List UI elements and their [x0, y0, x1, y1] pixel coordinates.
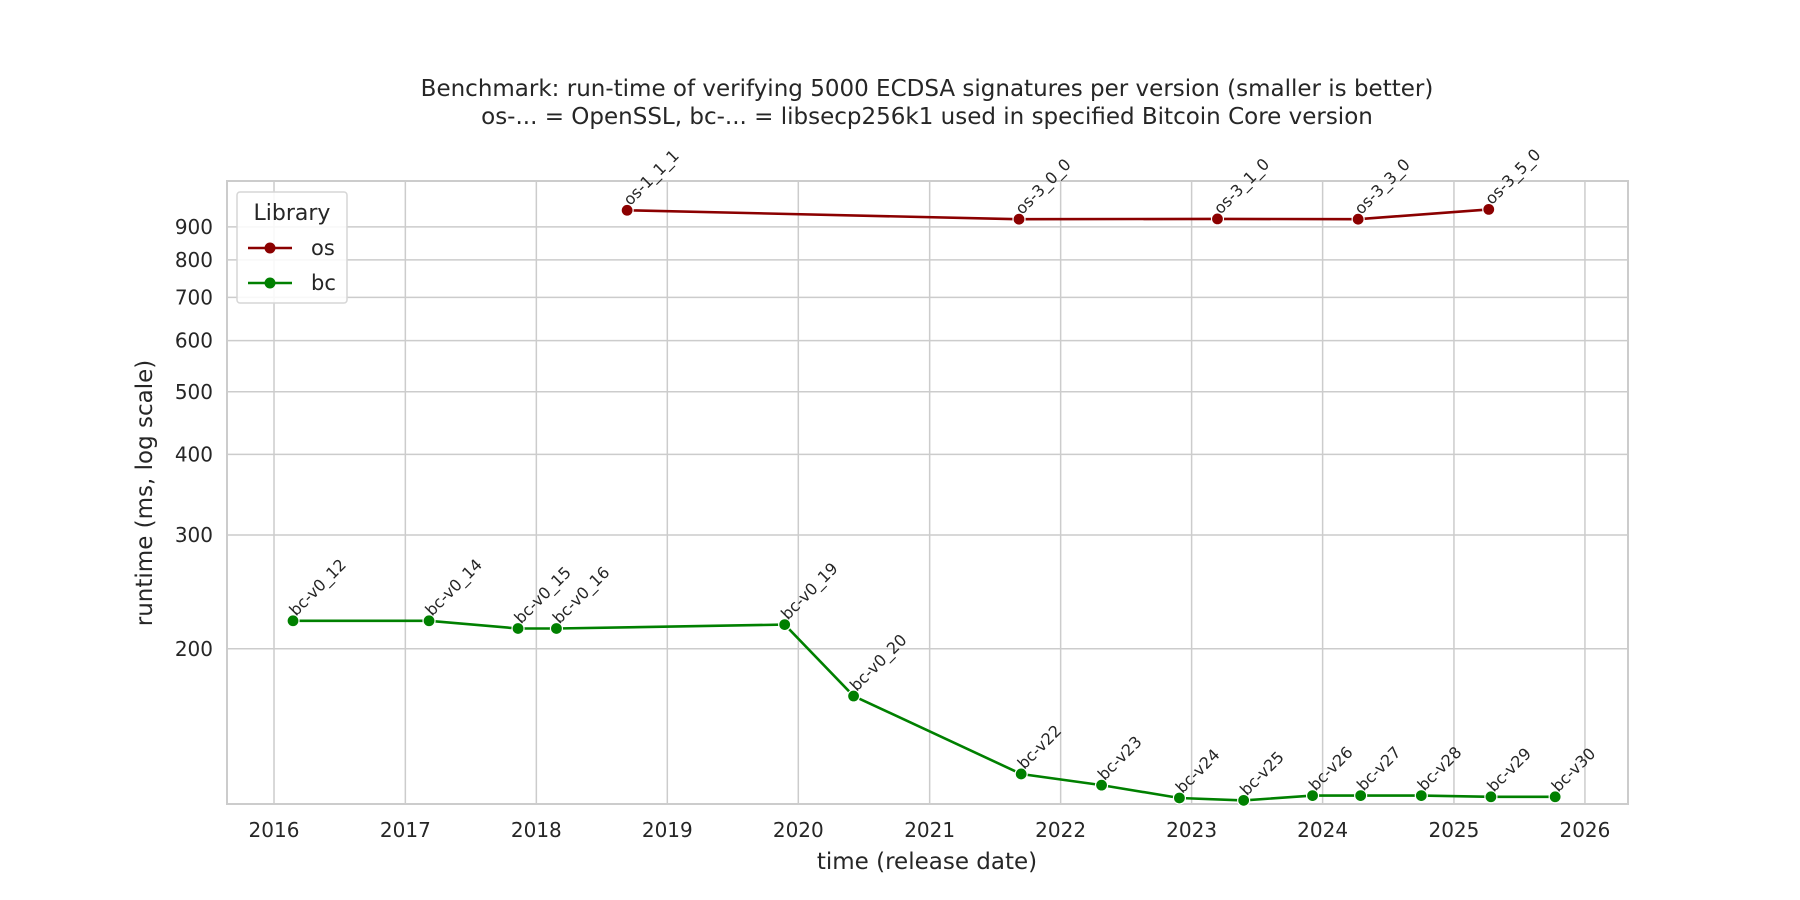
point-label: os-1_1_1 [619, 146, 683, 210]
data-point [846, 689, 861, 703]
point-label: bc-v30 [1548, 744, 1600, 796]
point-label: os-3_3_0 [1350, 155, 1414, 219]
y-tick-label: 500 [175, 380, 213, 404]
point-label: bc-v24 [1172, 745, 1224, 797]
y-tick-label: 300 [175, 523, 213, 547]
x-tick-label: 2018 [511, 818, 562, 842]
x-axis-label: time (release date) [817, 849, 1037, 875]
data-point [422, 614, 436, 628]
data-point [511, 621, 525, 636]
x-axis-ticks: 2016 2017 2018 2019 2020 2021 2022 2023 2024 2025… [249, 818, 1611, 842]
legend-entry-bc: bc [248, 271, 336, 295]
point-label: bc-v26 [1305, 743, 1357, 795]
point-label: bc-v0_12 [285, 555, 350, 620]
point-label: bc-v23 [1094, 732, 1146, 784]
x-tick-label: 2020 [773, 818, 824, 842]
plot-frame [226, 180, 1629, 805]
y-tick-label: 600 [175, 329, 213, 353]
x-tick-label: 2017 [380, 818, 431, 842]
y-tick-label: 900 [175, 215, 213, 239]
data-point [1548, 790, 1562, 804]
data-point [286, 614, 300, 628]
legend-entry-os: os [248, 236, 335, 260]
x-tick-label: 2026 [1559, 818, 1610, 842]
data-point [1094, 778, 1109, 792]
data-point [1210, 212, 1225, 226]
point-label: os-3_1_0 [1210, 154, 1274, 218]
y-axis-ticks: 200 300 400 500 600 700 800 900 [175, 215, 213, 661]
data-point [1414, 788, 1428, 803]
chart-title: Benchmark: run-time of verifying 5000 EC… [421, 76, 1434, 102]
point-label: bc-v0_19 [777, 559, 842, 624]
data-point [1351, 212, 1365, 226]
data-point [1237, 793, 1251, 807]
point-label: os-3_0_0 [1011, 155, 1075, 219]
data-point [1482, 202, 1496, 216]
data-point [1012, 212, 1026, 226]
y-tick-label: 200 [175, 637, 213, 661]
x-tick-label: 2021 [904, 818, 955, 842]
point-label: os-3_5_0 [1481, 145, 1545, 209]
data-point [549, 621, 564, 636]
y-tick-label: 800 [175, 248, 213, 272]
data-point [1484, 790, 1498, 804]
x-tick-label: 2024 [1297, 818, 1348, 842]
data-point [620, 203, 634, 217]
point-label: bc-v0_20 [846, 630, 911, 695]
x-tick-label: 2019 [642, 818, 693, 842]
data-point [778, 618, 792, 632]
grid-lines [227, 181, 1628, 804]
y-tick-label: 400 [175, 442, 213, 466]
legend-title: Library [254, 201, 331, 226]
point-label: bc-v27 [1353, 743, 1405, 795]
point-label: bc-v0_14 [421, 555, 486, 620]
chart-subtitle: os-... = OpenSSL, bc-... = libsecp256k1 … [481, 104, 1373, 130]
point-label: bc-v25 [1236, 748, 1288, 800]
data-point [1354, 788, 1368, 803]
x-tick-label: 2023 [1166, 818, 1217, 842]
data-point [1305, 788, 1320, 803]
legend: Library os bc [236, 191, 348, 304]
legend-label-bc: bc [311, 271, 336, 295]
x-tick-label: 2025 [1428, 818, 1479, 842]
y-axis-label: runtime (ms, log scale) [132, 360, 158, 626]
x-tick-label: 2022 [1035, 818, 1086, 842]
legend-label-os: os [311, 236, 335, 260]
data-point [1014, 767, 1028, 781]
x-tick-label: 2016 [249, 818, 300, 842]
point-label: bc-v29 [1483, 744, 1535, 796]
series-layer [286, 202, 1562, 807]
point-labels: os-1_1_1 os-3_0_0 os-3_1_0 os-3_3_0 os-3_5_0… [285, 145, 1599, 799]
point-label: bc-v28 [1414, 743, 1466, 795]
y-tick-label: 700 [175, 285, 213, 309]
point-label: bc-v22 [1014, 721, 1066, 773]
data-point [1172, 791, 1187, 805]
